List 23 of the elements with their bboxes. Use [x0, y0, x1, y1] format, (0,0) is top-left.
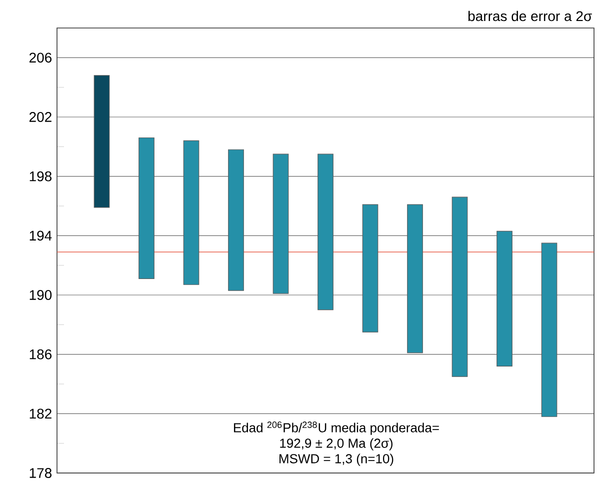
bar [407, 204, 423, 354]
bar [138, 137, 154, 279]
bar [452, 196, 468, 377]
bar [228, 149, 244, 291]
bar [541, 242, 558, 417]
y-tick-label: 198 [30, 171, 52, 182]
y-tick-label: 182 [30, 408, 52, 419]
y-tick-label: 206 [29, 52, 52, 63]
annotation: MSWD = 1,3 (n=10) [280, 454, 394, 466]
bar [183, 140, 200, 285]
bar [94, 75, 110, 208]
bar [362, 204, 378, 332]
y-tick-label: 202 [29, 112, 52, 122]
y-tick-label: 186 [30, 349, 52, 360]
annotation: Edad $^{206}$Pb/$^{238}$U media ponderada= [234, 422, 439, 435]
y-tick-label: 178 [30, 468, 52, 478]
y-tick-label: 190 [30, 290, 52, 300]
bar [496, 230, 512, 366]
bar [318, 154, 334, 310]
annotation: 192,9 ± 2,0 Ma (2σ) [280, 438, 392, 450]
y-tick-label: 194 [30, 230, 52, 241]
bar [272, 154, 289, 294]
text: barras de error a 2σ [468, 10, 592, 22]
